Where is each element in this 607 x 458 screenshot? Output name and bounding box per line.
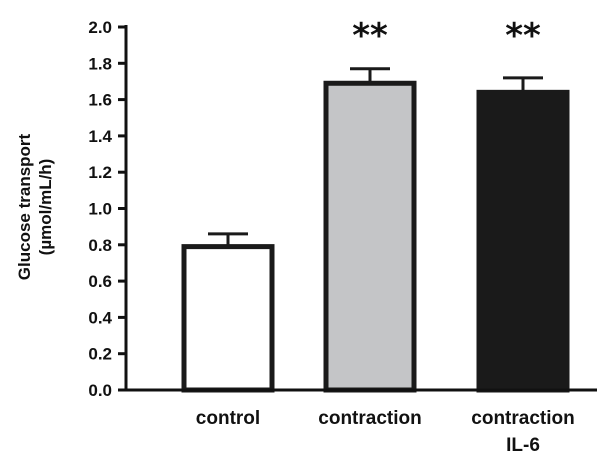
y-tick-label: 0.4 — [88, 308, 112, 327]
y-axis-title-line1: Glucose transport — [15, 133, 34, 280]
significance-marker: ** — [352, 16, 388, 56]
bars: ** ** — [181, 16, 570, 393]
y-tick-label: 1.0 — [88, 200, 112, 219]
y-tick-label: 0.8 — [88, 236, 112, 255]
bar-1 — [323, 80, 417, 393]
y-tick-label: 0.6 — [88, 272, 112, 291]
x-axis-labels: control contraction contraction IL-6 — [196, 408, 575, 456]
y-axis-title: Glucose transport (µmol/mL/h) — [15, 133, 55, 280]
x-category-label: contraction — [471, 408, 574, 429]
y-tick-label: 1.4 — [88, 127, 112, 146]
significance-marker: ** — [505, 16, 541, 56]
y-tick-label: 1.2 — [88, 163, 112, 182]
x-category-label: contraction — [318, 408, 421, 429]
y-tick-label: 2.0 — [88, 18, 112, 37]
y-axis-title-line2: (µmol/mL/h) — [36, 159, 55, 256]
x-category-sublabel: IL-6 — [506, 435, 540, 456]
y-tick-label: 0.0 — [88, 381, 112, 400]
bar-2 — [476, 89, 570, 393]
y-tick-label: 1.6 — [88, 91, 112, 110]
y-tick-label: 1.8 — [88, 54, 112, 73]
y-tick-label: 0.2 — [88, 345, 112, 364]
x-category-label: control — [196, 408, 260, 429]
bar-0 — [181, 244, 275, 393]
y-axis-ticks: 0.0 0.2 0.4 0.6 0.8 1.0 1.2 1.4 1.6 1.8 2.0 — [88, 18, 126, 400]
